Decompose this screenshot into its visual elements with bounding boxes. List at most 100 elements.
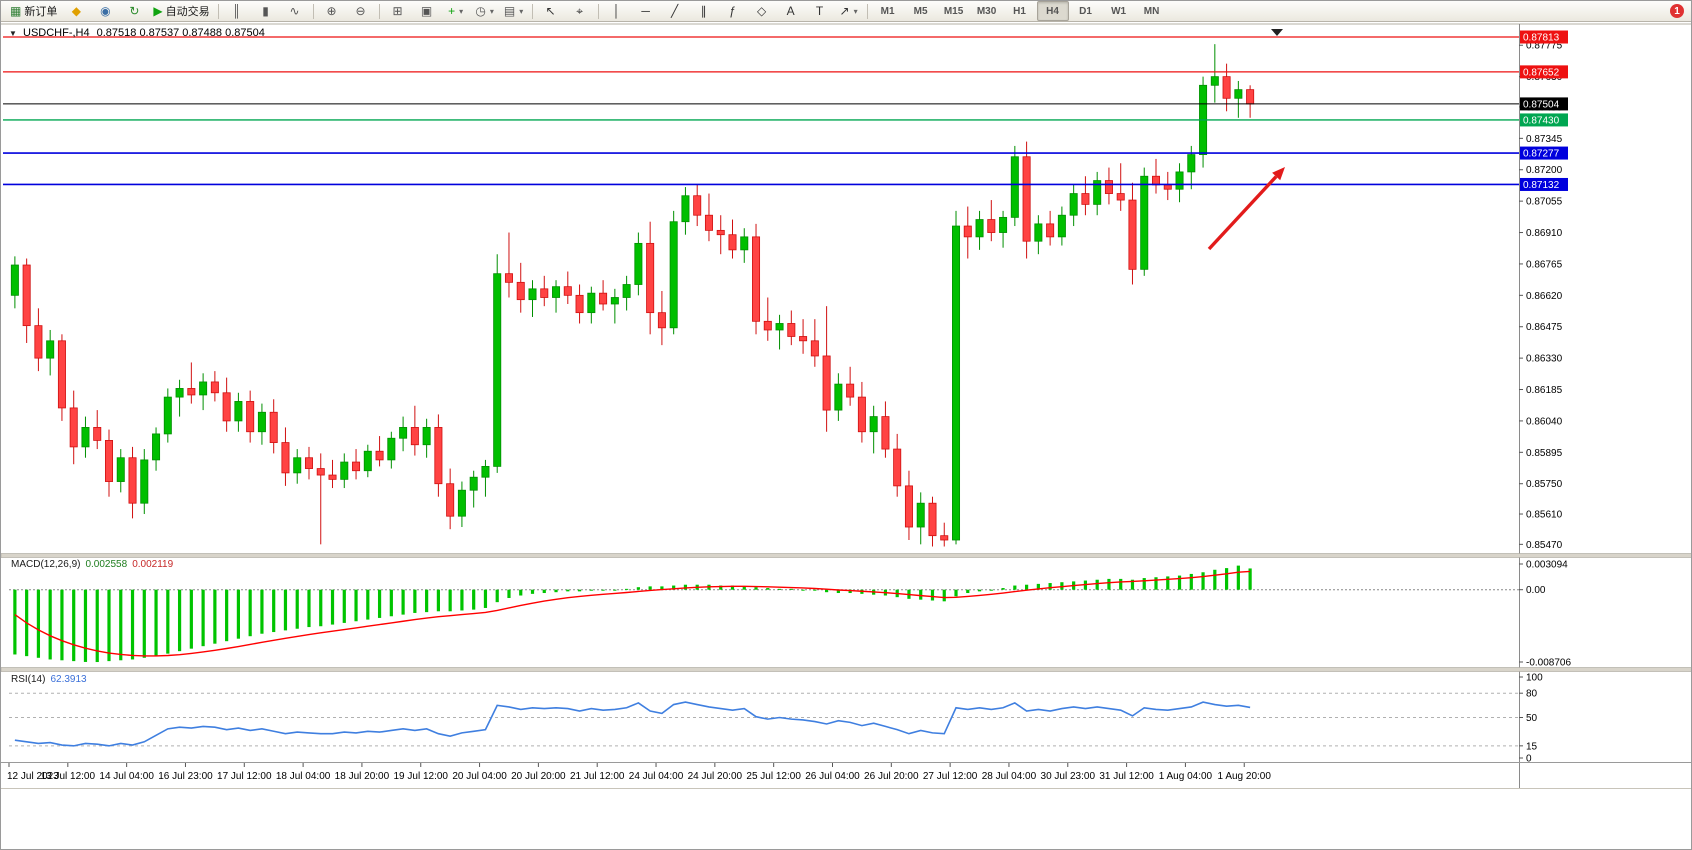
timeframe-h1-button[interactable]: H1 (1013, 5, 1026, 17)
cursor-button[interactable]: ↖ (537, 1, 565, 21)
chart-title: USDCHF-,H4 0.87518 0.87537 0.87488 0.8750… (23, 27, 265, 39)
periods-button[interactable]: ◷ ▾ (471, 1, 499, 21)
autotrading-button[interactable]: ▶ 自动交易 (149, 1, 213, 21)
svg-text:28 Jul 04:00: 28 Jul 04:00 (982, 771, 1037, 782)
new-order-button[interactable]: ▦ 新订单 (6, 1, 61, 21)
svg-text:0.87277: 0.87277 (1523, 149, 1560, 160)
zoom-out-button[interactable]: ⊖ (347, 1, 375, 21)
chart-canvas: 0.877750.876300.874900.873450.872000.870… (1, 23, 1692, 789)
candlestick-chart-button[interactable]: ▮ (252, 1, 280, 21)
svg-text:0.87652: 0.87652 (1523, 67, 1560, 78)
channel-icon: ∥ (700, 4, 707, 18)
price-axis: 0.877750.876300.874900.873450.872000.870… (1519, 41, 1563, 551)
fibonacci-button[interactable]: ƒ (719, 1, 747, 21)
macd-signal-value: 0.002119 (132, 559, 174, 570)
label-icon: T (815, 4, 824, 18)
timeframe-w1-button[interactable]: W1 (1111, 5, 1127, 17)
arrange-icon: ▣ (420, 4, 433, 18)
refresh-icon: ↻ (129, 4, 140, 18)
arrows-button[interactable]: ↗ ▾ (835, 1, 863, 21)
text-label-button[interactable]: T (806, 1, 834, 21)
auto-arrange-button[interactable]: ▣ (413, 1, 441, 21)
timeframe-m1-button[interactable]: M1 (880, 5, 895, 17)
svg-text:1 Aug 04:00: 1 Aug 04:00 (1159, 771, 1213, 782)
svg-text:19 Jul 12:00: 19 Jul 12:00 (393, 771, 448, 782)
arrow-objects-icon: ↗ (839, 4, 850, 18)
svg-text:20 Jul 20:00: 20 Jul 20:00 (511, 771, 566, 782)
crosshair-icon: ⌖ (576, 3, 583, 18)
svg-text:0.85750: 0.85750 (1526, 479, 1563, 490)
svg-text:17 Jul 12:00: 17 Jul 12:00 (217, 771, 272, 782)
refresh-button[interactable]: ↻ (120, 1, 148, 21)
svg-text:18 Jul 20:00: 18 Jul 20:00 (335, 771, 390, 782)
vertical-line-icon: │ (612, 4, 621, 18)
cursor-icon: ↖ (545, 4, 556, 18)
one-click-trading-arrow[interactable]: ▼ (9, 29, 17, 38)
timeframe-d1-button[interactable]: D1 (1079, 5, 1092, 17)
indicator-plus-icon: + (448, 4, 456, 18)
svg-text:12 Jul 2023: 12 Jul 2023 (7, 771, 59, 782)
svg-text:30 Jul 23:00: 30 Jul 23:00 (1041, 771, 1096, 782)
rsi-panel: 100 80 50 15 0 (9, 673, 1543, 765)
timeframe-mn-button[interactable]: MN (1143, 5, 1160, 17)
macd-name: MACD(12,26,9) (11, 559, 81, 570)
svg-text:0.87430: 0.87430 (1523, 116, 1560, 127)
panel-separator[interactable] (1, 553, 1692, 558)
symbol-period-label: USDCHF-,H4 (23, 27, 90, 39)
shapes-button[interactable]: ◇ (748, 1, 776, 21)
fibonacci-icon: ƒ (729, 4, 736, 18)
timeframe-m15-button[interactable]: M15 (943, 5, 964, 17)
timeframe-m30-button[interactable]: M30 (976, 5, 997, 17)
bar-chart-button[interactable]: ║ (223, 1, 251, 21)
text-button[interactable]: A (777, 1, 805, 21)
dropdown-chevron-icon: ▾ (519, 6, 524, 16)
horizontal-line-icon: ─ (641, 4, 650, 18)
toolbar: ▦ 新订单 ◆ ◉ ↻ ▶ 自动交易 ║ ▮ ∿ ⊕ ⊖ ⊞ ▣ + ▾ ◷ ▾ ▤ ▾ ↖ ⌖ │ ─ ╱ ∥ ƒ ◇ A T ↗ ▾ M1 M… (1, 1, 1691, 22)
svg-text:0.87775: 0.87775 (1526, 41, 1563, 52)
horizontal-line-button[interactable]: ─ (632, 1, 660, 21)
panel-separator[interactable] (1, 667, 1692, 672)
chart-plus-icon: ▦ (10, 4, 22, 18)
timeframe-m5-button[interactable]: M5 (913, 5, 928, 17)
svg-text:27 Jul 12:00: 27 Jul 12:00 (923, 771, 978, 782)
metaeditor-button[interactable]: ◆ (62, 1, 90, 21)
svg-text:0.86185: 0.86185 (1526, 385, 1563, 396)
trendline-icon: ╱ (670, 4, 679, 18)
svg-text:0.86910: 0.86910 (1526, 228, 1563, 239)
experts-button[interactable]: ◉ (91, 1, 119, 21)
channel-button[interactable]: ∥ (690, 1, 718, 21)
svg-text:31 Jul 12:00: 31 Jul 12:00 (1099, 771, 1154, 782)
svg-text:1 Aug 20:00: 1 Aug 20:00 (1218, 771, 1272, 782)
templates-button[interactable]: ▤ ▾ (500, 1, 528, 21)
svg-text:80: 80 (1526, 689, 1538, 700)
trendline-button[interactable]: ╱ (661, 1, 689, 21)
toolbar-separator (531, 3, 533, 19)
crosshair-button[interactable]: ⌖ (566, 1, 594, 21)
line-chart-button[interactable]: ∿ (281, 1, 309, 21)
svg-text:13 Jul 12:00: 13 Jul 12:00 (41, 771, 96, 782)
arrow-annotation[interactable] (1207, 167, 1285, 251)
line-chart-icon: ∿ (289, 4, 300, 18)
ohlc-bars-icon: ║ (232, 4, 241, 18)
svg-text:24 Jul 20:00: 24 Jul 20:00 (688, 771, 743, 782)
chart-shift-marker[interactable] (1271, 29, 1283, 36)
zoom-in-button[interactable]: ⊕ (318, 1, 346, 21)
svg-text:20 Jul 04:00: 20 Jul 04:00 (452, 771, 507, 782)
indicators-button[interactable]: + ▾ (442, 1, 470, 21)
svg-text:15: 15 (1526, 741, 1538, 752)
toolbar-separator (378, 3, 380, 19)
timeframe-h4-button[interactable]: H4 (1036, 1, 1069, 21)
template-icon: ▤ (503, 4, 516, 18)
svg-text:24 Jul 04:00: 24 Jul 04:00 (629, 771, 684, 782)
tile-windows-button[interactable]: ⊞ (384, 1, 412, 21)
candlestick-icon: ▮ (262, 4, 269, 18)
svg-text:0.87132: 0.87132 (1523, 180, 1560, 191)
zoom-in-icon: ⊕ (326, 4, 337, 18)
toolbar-separator (312, 3, 314, 19)
vertical-line-button[interactable]: │ (603, 1, 631, 21)
notification-badge[interactable]: 1 (1670, 4, 1684, 18)
svg-text:100: 100 (1526, 673, 1543, 684)
candles-series (10, 44, 1255, 547)
macd-indicator-label: MACD(12,26,9) 0.002558 0.002119 (11, 559, 173, 570)
